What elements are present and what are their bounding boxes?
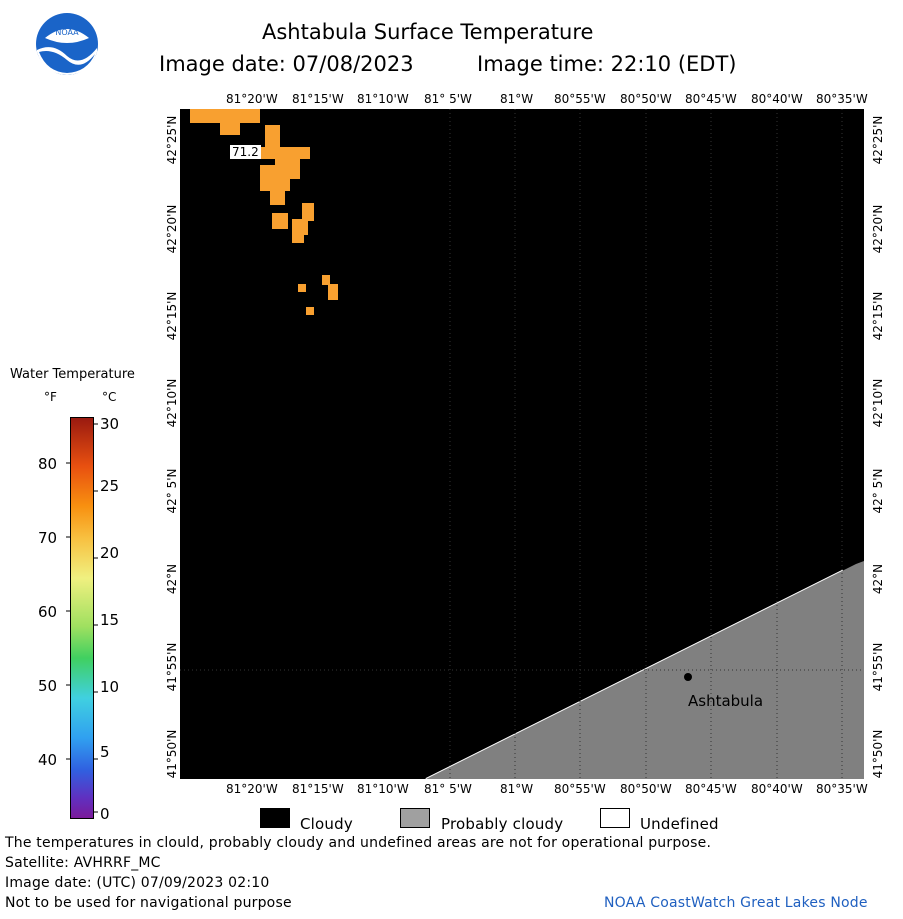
footer-warning: The temperatures in clould, probably clo… bbox=[5, 835, 712, 851]
lat-label-left: 41°50'N bbox=[165, 729, 179, 779]
lon-label-bottom: 81°10'W bbox=[357, 782, 409, 796]
lon-label-top: 80°50'W bbox=[620, 92, 672, 106]
sst-map bbox=[180, 109, 864, 779]
legend-label-probably-cloudy: Probably cloudy bbox=[441, 815, 564, 833]
c-tick: 20 bbox=[100, 544, 120, 562]
lon-label-top: 81°W bbox=[500, 92, 534, 106]
colorbar-ticks bbox=[66, 423, 98, 813]
lon-label-top: 81°20'W bbox=[226, 92, 278, 106]
f-tick: 80 bbox=[38, 455, 58, 473]
lon-label-bottom: 81°W bbox=[500, 782, 534, 796]
legend-label-undefined: Undefined bbox=[640, 815, 719, 833]
f-tick: 70 bbox=[38, 529, 58, 547]
lon-label-bottom: 80°45'W bbox=[685, 782, 737, 796]
footer-credit: NOAA CoastWatch Great Lakes Node bbox=[604, 895, 868, 911]
lon-label-top: 81°10'W bbox=[357, 92, 409, 106]
c-tick: 10 bbox=[100, 678, 120, 696]
lat-label-right: 42°N bbox=[871, 563, 885, 595]
lat-label-left: 42°20'N bbox=[165, 204, 179, 254]
c-tick: 25 bbox=[100, 477, 120, 495]
footer-nav-warning: Not to be used for navigational purpose bbox=[5, 895, 292, 911]
ashtabula-marker bbox=[684, 673, 692, 681]
lon-label-top: 80°40'W bbox=[751, 92, 803, 106]
lat-label-right: 41°55'N bbox=[871, 642, 885, 692]
temperature-label: 71.2 bbox=[230, 145, 261, 159]
f-tick: 60 bbox=[38, 603, 58, 621]
lon-label-bottom: 80°40'W bbox=[751, 782, 803, 796]
colorbar-title: Water Temperature bbox=[10, 367, 135, 382]
lon-label-bottom: 81°15'W bbox=[292, 782, 344, 796]
lat-label-left: 42° 5'N bbox=[165, 468, 179, 514]
legend-swatch-probably-cloudy bbox=[400, 808, 430, 828]
legend-label-cloudy: Cloudy bbox=[300, 815, 353, 833]
warm-water-patches bbox=[190, 109, 338, 315]
lon-label-top: 81°15'W bbox=[292, 92, 344, 106]
lon-label-bottom: 81° 5'W bbox=[424, 782, 472, 796]
lon-label-top: 80°45'W bbox=[685, 92, 737, 106]
c-tick: 30 bbox=[100, 415, 120, 433]
lat-label-right: 42°15'N bbox=[871, 291, 885, 341]
lat-label-right: 41°50'N bbox=[871, 729, 885, 779]
lon-label-top: 81° 5'W bbox=[424, 92, 472, 106]
page-title: Ashtabula Surface Temperature bbox=[262, 20, 594, 44]
image-date: Image date: 07/08/2023 bbox=[159, 52, 414, 76]
c-tick: 15 bbox=[100, 611, 120, 629]
lon-label-bottom: 80°35'W bbox=[816, 782, 868, 796]
unit-fahrenheit: °F bbox=[44, 390, 57, 404]
footer-utc-date: Image date: (UTC) 07/09/2023 02:10 bbox=[5, 875, 270, 891]
c-tick: 0 bbox=[100, 805, 110, 823]
lat-label-left: 42°N bbox=[165, 563, 179, 595]
f-tick: 50 bbox=[38, 677, 58, 695]
lat-label-right: 42°25'N bbox=[871, 115, 885, 165]
legend-swatch-cloudy bbox=[260, 808, 290, 828]
lon-label-top: 80°55'W bbox=[554, 92, 606, 106]
lat-label-right: 42°20'N bbox=[871, 204, 885, 254]
legend-swatch-undefined bbox=[600, 808, 630, 828]
image-time: Image time: 22:10 (EDT) bbox=[477, 52, 737, 76]
logo-text: NOAA bbox=[55, 28, 79, 37]
place-label: Ashtabula bbox=[688, 692, 764, 710]
lat-label-right: 42°10'N bbox=[871, 378, 885, 428]
unit-celsius: °C bbox=[102, 390, 117, 404]
colorbar bbox=[70, 417, 94, 819]
lat-label-left: 42°10'N bbox=[165, 378, 179, 428]
lon-label-top: 80°35'W bbox=[816, 92, 868, 106]
lon-label-bottom: 81°20'W bbox=[226, 782, 278, 796]
lat-label-left: 42°25'N bbox=[165, 115, 179, 165]
lat-label-right: 42° 5'N bbox=[871, 468, 885, 514]
c-tick: 5 bbox=[100, 743, 110, 761]
lon-label-bottom: 80°50'W bbox=[620, 782, 672, 796]
lon-label-bottom: 80°55'W bbox=[554, 782, 606, 796]
lat-label-left: 42°15'N bbox=[165, 291, 179, 341]
f-tick: 40 bbox=[38, 751, 58, 769]
footer-satellite: Satellite: AVHRRF_MC bbox=[5, 855, 161, 871]
noaa-logo: NOAA bbox=[36, 13, 98, 75]
lat-label-left: 41°55'N bbox=[165, 642, 179, 692]
